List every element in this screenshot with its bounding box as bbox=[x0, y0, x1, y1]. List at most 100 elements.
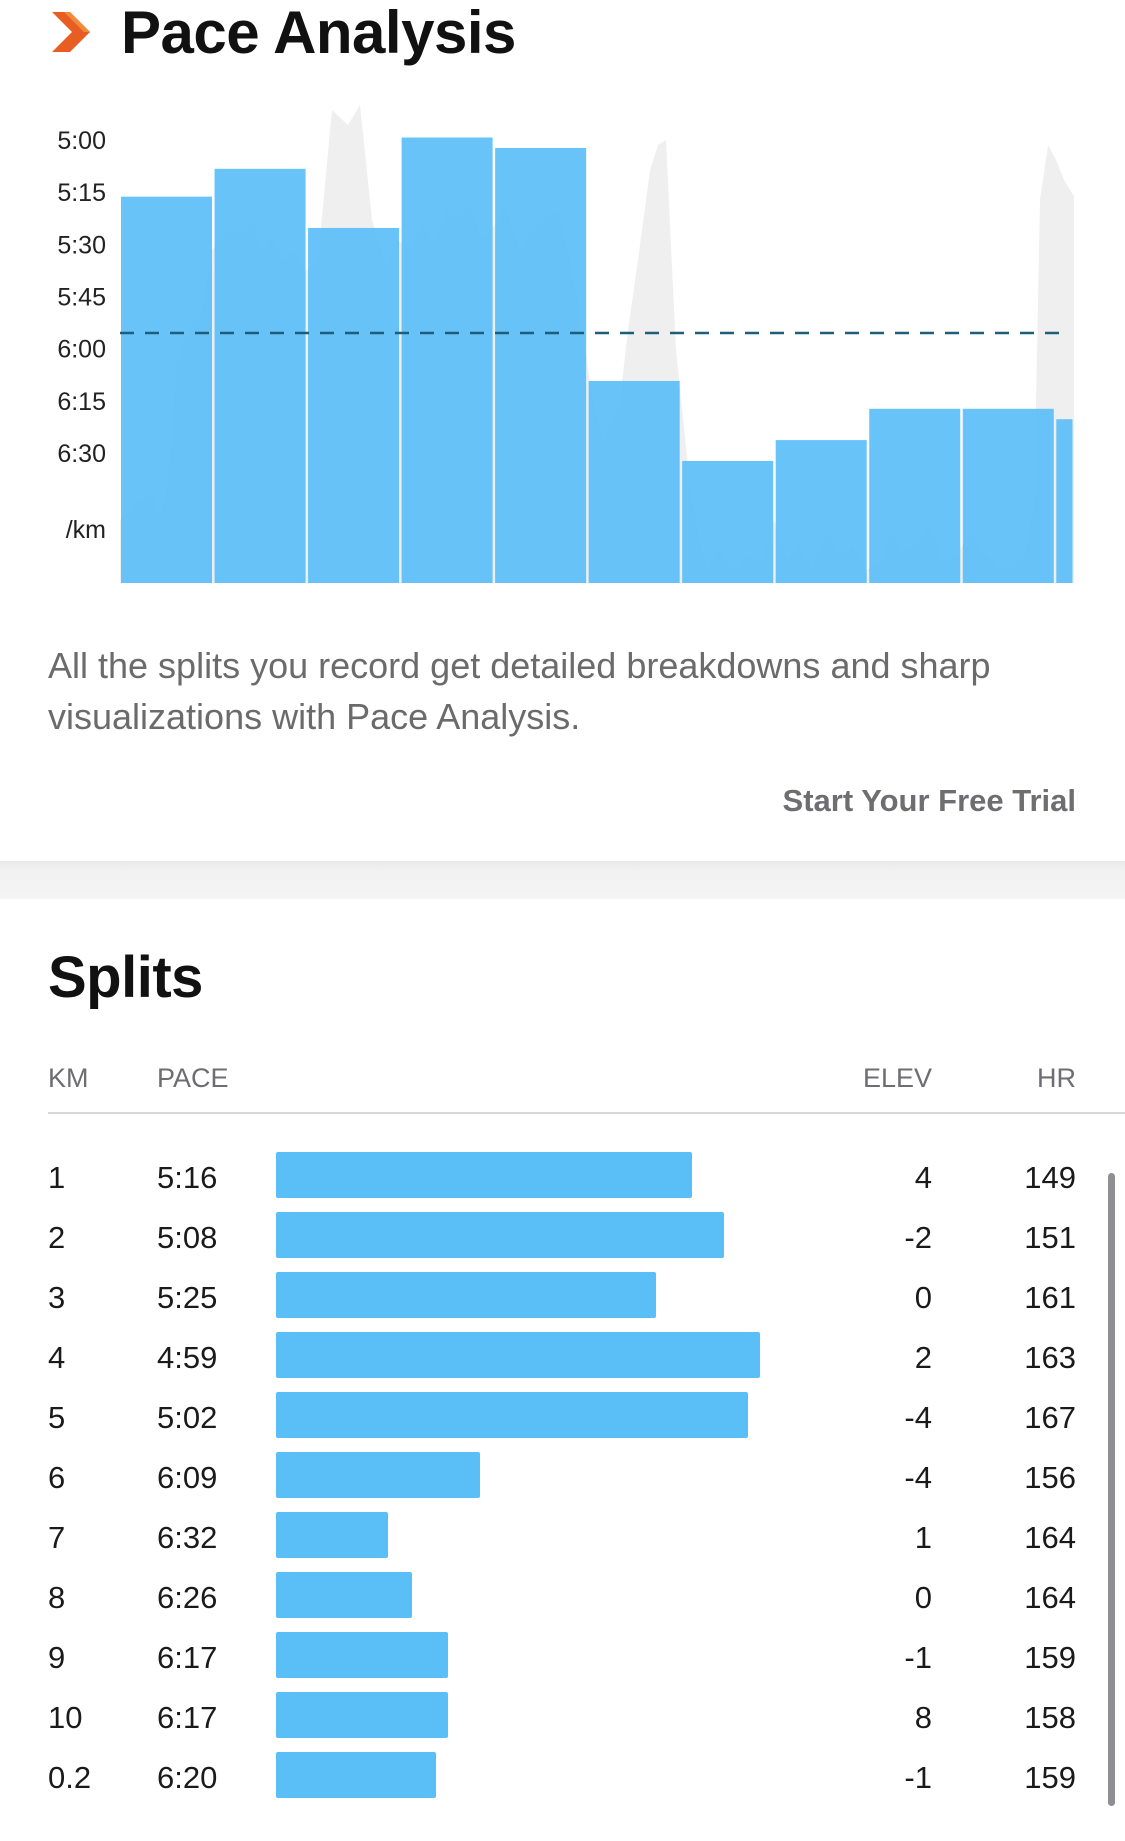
split-pace: 5:08 bbox=[157, 1220, 218, 1255]
split-pace-bar bbox=[276, 1272, 656, 1318]
split-pace-bar bbox=[276, 1692, 448, 1738]
table-row: 2 5:08 -2 151 bbox=[0, 1210, 1125, 1270]
split-km: 1 bbox=[48, 1160, 66, 1195]
split-bar bbox=[121, 196, 213, 583]
split-hr: 161 bbox=[1024, 1280, 1076, 1315]
start-free-trial-link[interactable]: Start Your Free Trial bbox=[782, 783, 1076, 818]
split-km: 7 bbox=[48, 1520, 66, 1555]
section-divider bbox=[0, 861, 1125, 899]
split-hr: 158 bbox=[1024, 1700, 1076, 1735]
split-pace: 6:17 bbox=[157, 1640, 218, 1675]
split-bar bbox=[869, 408, 961, 583]
split-elev: -1 bbox=[904, 1640, 932, 1675]
split-pace: 6:17 bbox=[157, 1700, 218, 1735]
split-pace-bar bbox=[276, 1752, 436, 1798]
split-elev: 8 bbox=[914, 1700, 932, 1735]
split-bar bbox=[214, 168, 306, 584]
split-bar bbox=[495, 147, 587, 583]
split-bar bbox=[401, 137, 493, 583]
split-pace-bar bbox=[276, 1392, 748, 1438]
chevron-right-icon bbox=[52, 12, 90, 52]
split-pace: 5:16 bbox=[157, 1160, 218, 1195]
split-elev: -4 bbox=[904, 1400, 932, 1435]
table-row: 4 4:59 2 163 bbox=[0, 1330, 1125, 1390]
split-pace: 5:02 bbox=[157, 1400, 218, 1435]
split-pace: 5:25 bbox=[157, 1280, 218, 1315]
split-km: 3 bbox=[48, 1280, 66, 1315]
split-elev: 1 bbox=[914, 1520, 932, 1555]
split-hr: 164 bbox=[1024, 1520, 1076, 1555]
table-row: 9 6:17 -1 159 bbox=[0, 1630, 1125, 1690]
column-header-hr: HR bbox=[1037, 1063, 1076, 1093]
split-pace: 4:59 bbox=[157, 1340, 218, 1375]
column-header-km: KM bbox=[48, 1063, 89, 1093]
split-km: 9 bbox=[48, 1640, 66, 1675]
split-bar bbox=[588, 380, 680, 583]
split-pace-bar bbox=[276, 1632, 448, 1678]
split-pace: 6:32 bbox=[157, 1520, 218, 1555]
y-tick-label: 6:00 bbox=[57, 336, 106, 364]
pace-chart: 5:00 5:15 5:30 5:45 6:00 6:15 6:30 /km bbox=[57, 105, 1074, 584]
split-pace-bar bbox=[276, 1452, 480, 1498]
split-km: 6 bbox=[48, 1460, 66, 1495]
scrollbar[interactable] bbox=[1108, 1173, 1115, 1806]
split-elev: 2 bbox=[914, 1340, 932, 1375]
split-hr: 163 bbox=[1024, 1340, 1076, 1375]
y-tick-label: 5:30 bbox=[57, 231, 106, 259]
split-pace-bar bbox=[276, 1212, 724, 1258]
split-km: 10 bbox=[48, 1700, 83, 1735]
split-hr: 164 bbox=[1024, 1580, 1076, 1615]
split-km: 0.2 bbox=[48, 1760, 92, 1795]
split-pace-bar bbox=[276, 1332, 760, 1378]
split-km: 5 bbox=[48, 1400, 66, 1435]
y-tick-label: 5:15 bbox=[57, 179, 106, 207]
split-bar bbox=[775, 440, 867, 583]
split-elev: 0 bbox=[914, 1280, 932, 1315]
y-axis: 5:00 5:15 5:30 5:45 6:00 6:15 6:30 bbox=[57, 127, 106, 468]
splits-title: Splits bbox=[48, 945, 203, 1010]
y-tick-label: 5:45 bbox=[57, 284, 106, 312]
split-hr: 149 bbox=[1024, 1160, 1076, 1195]
y-tick-label: 5:00 bbox=[57, 127, 106, 155]
table-row: 0.2 6:20 -1 159 bbox=[0, 1750, 1125, 1810]
split-elev: 4 bbox=[914, 1160, 932, 1195]
table-row: 3 5:25 0 161 bbox=[0, 1270, 1125, 1330]
split-hr: 167 bbox=[1024, 1400, 1076, 1435]
split-bar bbox=[308, 227, 400, 583]
column-header-elev: ELEV bbox=[862, 1063, 932, 1093]
split-hr: 156 bbox=[1024, 1460, 1076, 1495]
split-bar bbox=[682, 460, 774, 583]
split-pace: 6:26 bbox=[157, 1580, 218, 1615]
y-axis-unit: /km bbox=[66, 516, 106, 544]
split-km: 4 bbox=[48, 1340, 66, 1375]
split-pace: 6:09 bbox=[157, 1460, 218, 1495]
split-pace-bar bbox=[276, 1152, 692, 1198]
table-row: 7 6:32 1 164 bbox=[0, 1510, 1125, 1570]
table-row: 8 6:26 0 164 bbox=[0, 1570, 1125, 1630]
pace-analysis-description: All the splits you record get detailed b… bbox=[48, 645, 991, 737]
split-km: 8 bbox=[48, 1580, 66, 1615]
column-header-pace: PACE bbox=[157, 1063, 229, 1093]
y-tick-label: 6:30 bbox=[57, 440, 106, 468]
table-row: 6 6:09 -4 156 bbox=[0, 1450, 1125, 1510]
split-hr: 151 bbox=[1024, 1220, 1076, 1255]
split-pace-bar bbox=[276, 1572, 412, 1618]
table-row: 5 5:02 -4 167 bbox=[0, 1390, 1125, 1450]
table-row: 1 5:16 4 149 bbox=[0, 1150, 1125, 1210]
table-row: 10 6:17 8 158 bbox=[0, 1690, 1125, 1750]
split-elev: -1 bbox=[904, 1760, 932, 1795]
split-elev: -4 bbox=[904, 1460, 932, 1495]
split-elev: 0 bbox=[914, 1580, 932, 1615]
split-pace: 6:20 bbox=[157, 1760, 218, 1795]
split-km: 2 bbox=[48, 1220, 66, 1255]
split-hr: 159 bbox=[1024, 1760, 1076, 1795]
split-bar bbox=[1056, 419, 1073, 583]
split-hr: 159 bbox=[1024, 1640, 1076, 1675]
header-divider bbox=[48, 1112, 1125, 1114]
split-elev: -2 bbox=[904, 1220, 932, 1255]
split-bars bbox=[121, 137, 1073, 584]
y-tick-label: 6:15 bbox=[57, 388, 106, 416]
pace-analysis-title: Pace Analysis bbox=[121, 0, 516, 66]
split-bar bbox=[962, 408, 1054, 583]
split-pace-bar bbox=[276, 1512, 388, 1558]
